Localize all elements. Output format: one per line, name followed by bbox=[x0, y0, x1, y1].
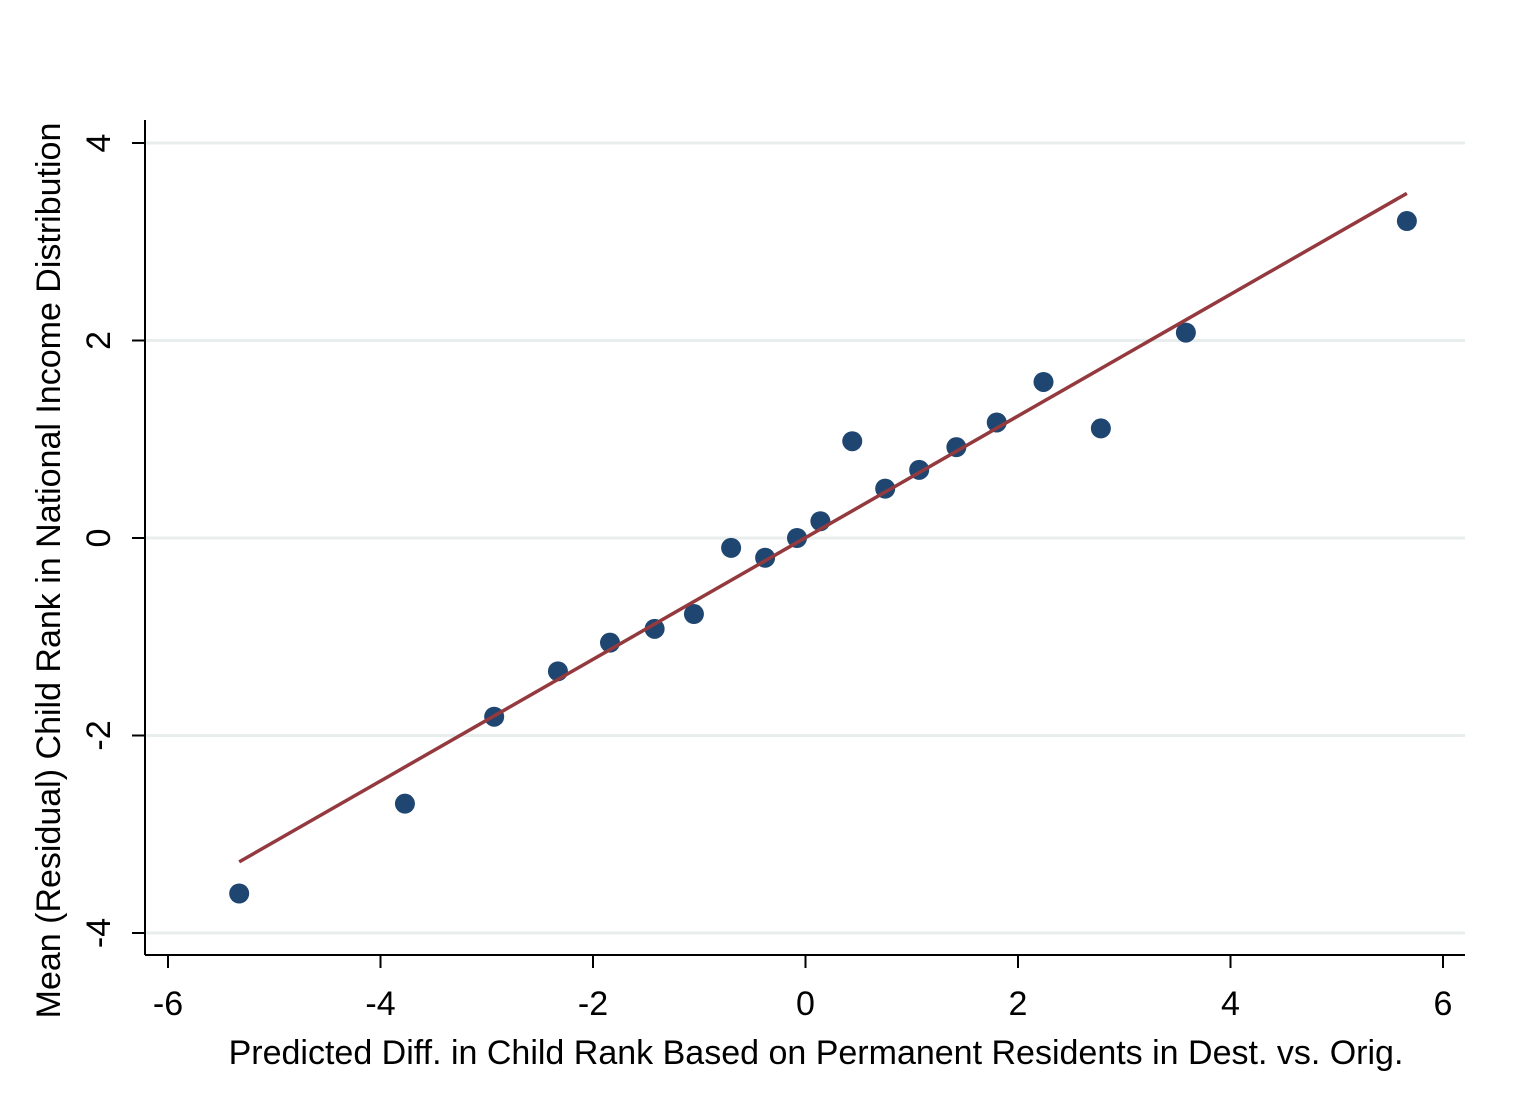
data-point bbox=[787, 528, 807, 548]
data-point bbox=[229, 883, 250, 904]
x-tick-label: 0 bbox=[796, 985, 815, 1023]
data-point bbox=[394, 793, 415, 814]
x-tick-label: -2 bbox=[578, 985, 608, 1023]
axes bbox=[132, 120, 1465, 968]
data-point bbox=[683, 604, 704, 625]
data-point bbox=[986, 412, 1007, 433]
data-point bbox=[1396, 211, 1417, 232]
x-axis-label: Predicted Diff. in Child Rank Based on P… bbox=[229, 1034, 1404, 1072]
data-point bbox=[644, 618, 665, 639]
data-point bbox=[1033, 371, 1054, 392]
y-tick-label: -2 bbox=[80, 720, 118, 750]
y-tick-label: -4 bbox=[80, 918, 118, 948]
data-point bbox=[1090, 418, 1111, 439]
y-axis-label: Mean (Residual) Child Rank in National I… bbox=[30, 123, 68, 1019]
y-tick-label: 0 bbox=[80, 529, 118, 548]
x-tick-label: -4 bbox=[365, 985, 395, 1023]
data-point bbox=[721, 537, 742, 558]
x-tick-label: -6 bbox=[153, 985, 183, 1023]
fit-line-group bbox=[238, 191, 1408, 864]
data-points bbox=[229, 211, 1417, 904]
tick-labels: -4 -2 0 2 4 -6 -4 -2 0 2 4 6 bbox=[80, 134, 1452, 1023]
y-tick-label: 4 bbox=[80, 134, 118, 153]
fit-line bbox=[238, 191, 1408, 864]
x-tick-label: 2 bbox=[1009, 985, 1028, 1023]
y-tick-label: 2 bbox=[80, 331, 118, 350]
data-point bbox=[1175, 322, 1196, 343]
x-tick-label: 4 bbox=[1221, 985, 1240, 1023]
x-tick-label: 6 bbox=[1434, 985, 1453, 1023]
data-point bbox=[842, 431, 863, 452]
